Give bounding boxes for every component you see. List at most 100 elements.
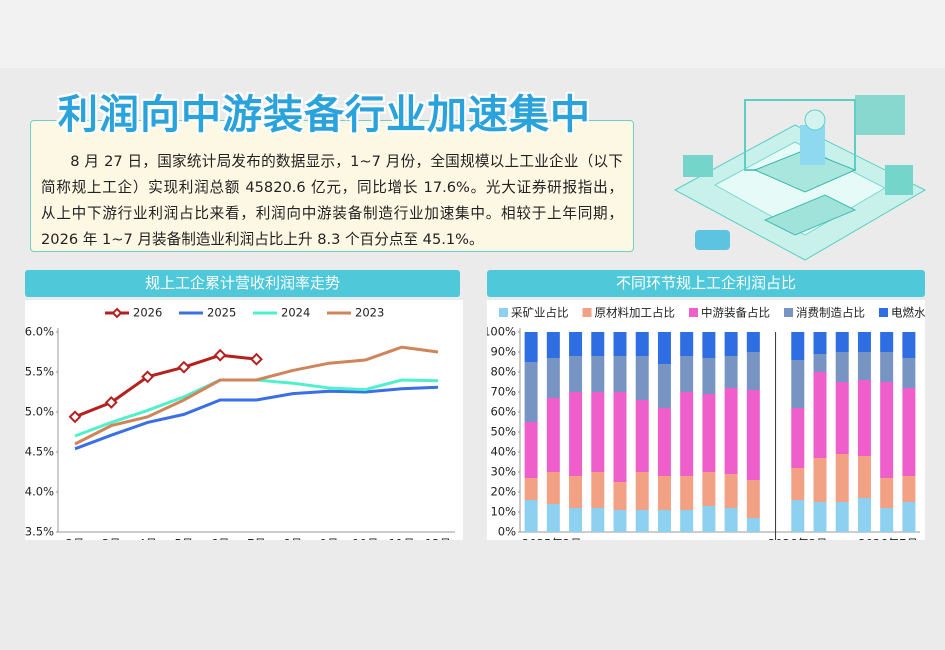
bar-segment (524, 500, 538, 532)
bar-segment (524, 478, 538, 500)
y-tick-label: 60% (490, 405, 516, 419)
body-line: 简称规上工企）实现利润总额 45820.6 亿元，同比增长 17.6%。光大证券… (41, 179, 623, 196)
bar-segment (835, 352, 849, 382)
legend-label: 2023 (355, 306, 384, 320)
bar-segment (546, 358, 560, 398)
bar-segment (702, 394, 716, 472)
legend-label: 采矿业占比 (511, 306, 569, 320)
bar-segment (835, 332, 849, 352)
bar-segment (546, 472, 560, 504)
bar-segment (880, 508, 894, 532)
bar-segment (880, 332, 894, 352)
bar-segment (746, 390, 760, 480)
bar-segment (880, 382, 894, 478)
series-line (74, 353, 257, 419)
bar-segment (724, 388, 738, 474)
bar-segment (791, 360, 805, 408)
bar-segment (702, 472, 716, 506)
bar-segment (635, 356, 649, 400)
line-chart: 3.5% 4.0% 4.5% 5.0% 5.5% 6.0% 2026 2025 2024 2023… (25, 300, 463, 540)
top-band (0, 0, 945, 68)
bar-segment (635, 472, 649, 510)
body-line: 8 月 27 日，国家统计局发布的数据显示，1~7 月份，全国规模以上工业企业（… (70, 153, 623, 170)
bar-segment (635, 400, 649, 472)
point-marker (177, 360, 191, 374)
bar-segment (613, 510, 627, 532)
body-line: 2026 年 1~7 月装备制造业利润占比上升 8.3 个百分点至 45.1%。 (41, 231, 484, 248)
bar-segment (702, 358, 716, 394)
bar-segment (724, 356, 738, 388)
y-tick-label: 80% (490, 365, 516, 379)
bar-segment (591, 332, 605, 356)
legend-marker (111, 307, 123, 319)
bar-segment (857, 332, 871, 352)
y-tick-label: 30% (490, 465, 516, 479)
bar-segment (524, 362, 538, 422)
legend-label: 原材料加工占比 (595, 306, 676, 320)
x-tick-label: 11月 (389, 537, 415, 541)
x-tick-label: 2025年2月 (522, 537, 582, 541)
bar-chart: 0% 10% 20% 30% 40% 50% 60% 70% 80% 90% 100% 采矿业占比 原材… (487, 300, 925, 540)
bar-segment (835, 382, 849, 454)
bar-segment (902, 332, 916, 358)
bar-segment (857, 456, 871, 498)
bar-segment (657, 408, 671, 476)
x-tick-label: 5月 (174, 537, 193, 541)
bar-segment (524, 422, 538, 478)
bar-segment (880, 478, 894, 508)
bar-segment (569, 332, 583, 356)
bar-segment (546, 398, 560, 472)
bar-segment (902, 502, 916, 532)
x-tick-label: 7月 (247, 537, 266, 541)
bar-segment (524, 332, 538, 362)
bar-segment (746, 480, 760, 518)
bar-segment (657, 510, 671, 532)
y-tick-label: 5.5% (25, 365, 54, 379)
bar-segment (791, 408, 805, 468)
bar-segment (791, 332, 805, 360)
x-tick-label: 6月 (211, 537, 230, 541)
bar-segment (657, 364, 671, 408)
bar-segment (746, 518, 760, 532)
x-tick-label: 12月 (425, 537, 451, 541)
bar-segment (835, 502, 849, 532)
y-tick-label: 70% (490, 385, 516, 399)
bar-segment (724, 332, 738, 356)
legend-label: 消费制造占比 (796, 306, 865, 320)
bar-segment (791, 500, 805, 532)
bar-segment (724, 508, 738, 532)
x-tick-label: 2026年7月 (858, 537, 918, 541)
point-marker (141, 370, 155, 384)
bar-segment (813, 458, 827, 502)
bar-segment (724, 474, 738, 508)
y-tick-label: 6.0% (25, 325, 54, 339)
bar-segment (746, 332, 760, 352)
series-line (74, 345, 439, 446)
x-tick-label: 3月 (102, 537, 121, 541)
bar-segment (902, 388, 916, 476)
bar-segment (857, 498, 871, 532)
x-tick-label: 4月 (138, 537, 157, 541)
bar-segment (635, 332, 649, 356)
y-tick-label: 10% (490, 505, 516, 519)
bar-segment (546, 332, 560, 358)
bar-segment (569, 392, 583, 476)
bar-segment (680, 356, 694, 392)
legend-swatch (582, 308, 592, 317)
legend-label: 中游装备占比 (701, 306, 770, 320)
bar-segment (569, 508, 583, 532)
bar-segment (613, 332, 627, 356)
bar-segment (591, 392, 605, 472)
y-tick-label: 100% (487, 325, 516, 339)
legend-swatch (499, 308, 508, 317)
y-tick-label: 3.5% (25, 525, 54, 539)
bar-segment (680, 392, 694, 476)
y-tick-label: 4.0% (25, 485, 54, 499)
y-tick-label: 40% (490, 445, 516, 459)
illustration (673, 95, 927, 261)
bar-segment (680, 510, 694, 532)
point-marker (68, 410, 82, 424)
bar-segment (791, 468, 805, 500)
bar-segment (657, 476, 671, 510)
legend-label: 2024 (281, 306, 310, 320)
